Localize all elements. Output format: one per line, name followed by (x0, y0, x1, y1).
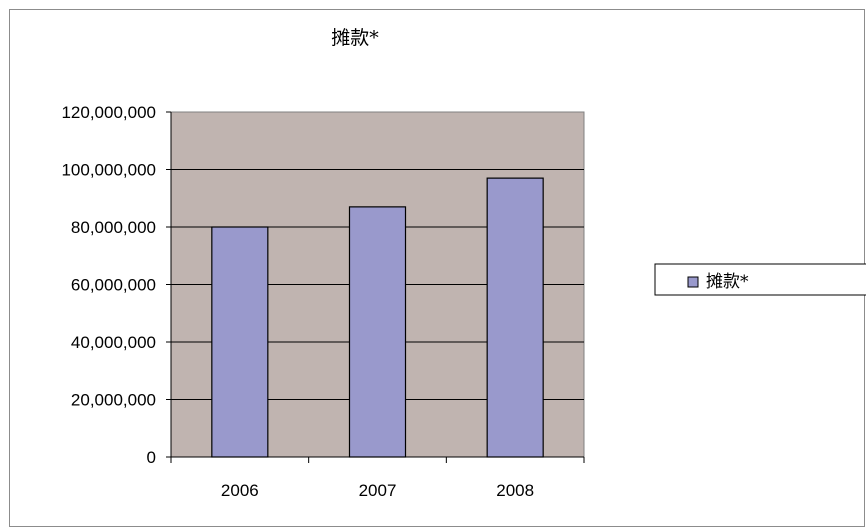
bars (211, 177, 544, 458)
y-tick-label: 60,000,000 (71, 276, 156, 295)
y-tick-label: 20,000,000 (71, 391, 156, 410)
x-tick-label: 2007 (359, 481, 397, 500)
y-tick-label: 40,000,000 (71, 333, 156, 352)
legend-label: 摊款* (706, 272, 749, 292)
bar-2008 (486, 177, 544, 458)
chart-title: 摊款* (331, 27, 379, 49)
bar-2006 (211, 226, 269, 458)
y-tick-label: 100,000,000 (61, 161, 156, 180)
y-tick-label: 120,000,000 (61, 103, 156, 122)
legend-box (654, 263, 866, 296)
x-tick-label: 2008 (496, 481, 534, 500)
bar-2007 (348, 206, 407, 458)
x-axis: 2006 2007 2008 (170, 456, 585, 500)
y-tick-label: 80,000,000 (71, 218, 156, 237)
y-axis: 0 20,000,000 40,000,000 60,000,000 80,000,00… (61, 103, 172, 467)
x-tick-label: 2006 (221, 481, 259, 500)
legend: 摊款* (654, 263, 866, 296)
y-tick-label: 0 (147, 448, 156, 467)
legend-swatch (687, 276, 699, 288)
